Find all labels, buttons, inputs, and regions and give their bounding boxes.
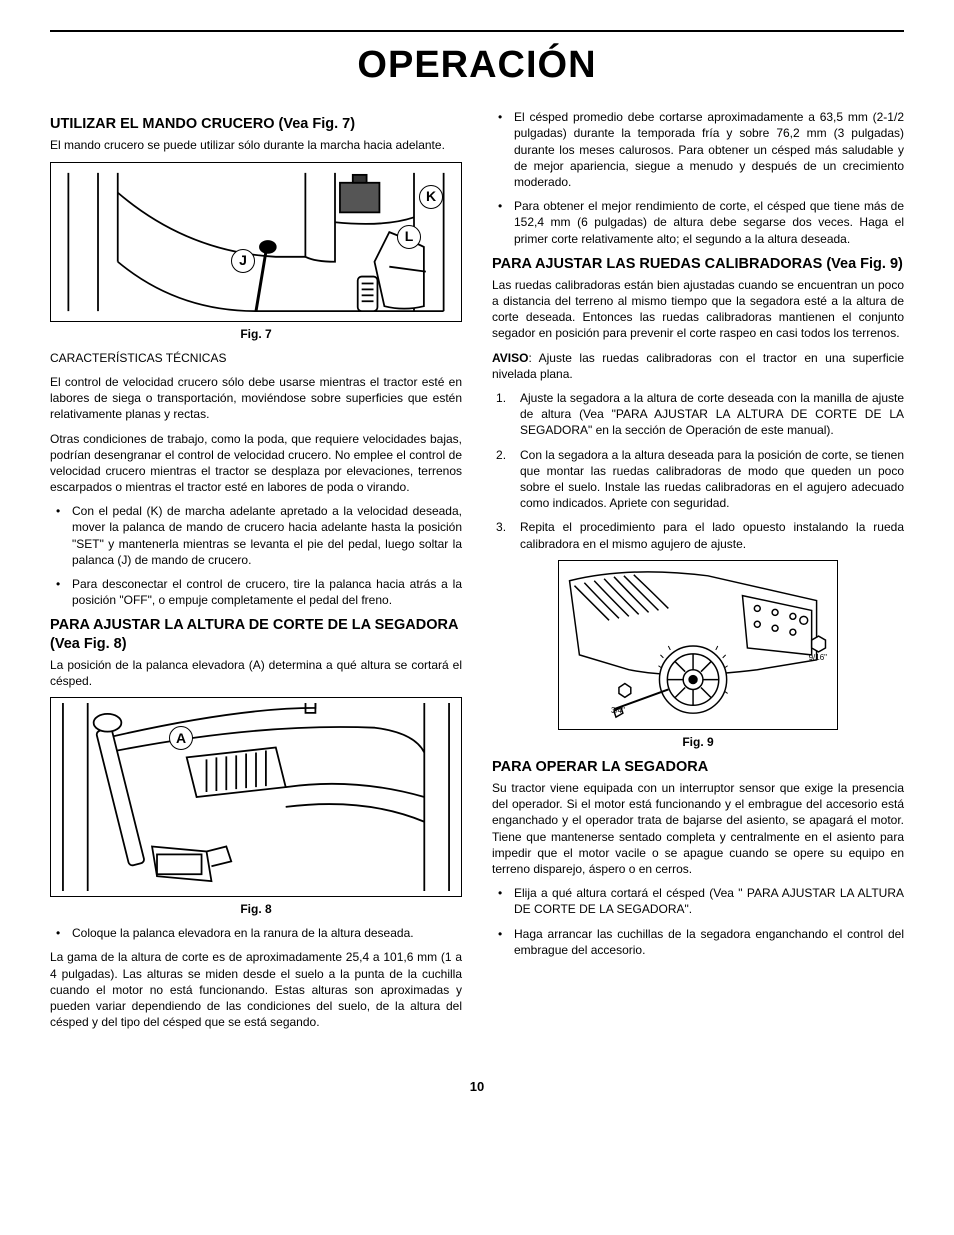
height-p1: La posición de la palanca elevadora (A) … bbox=[50, 657, 462, 689]
callout-k: K bbox=[419, 185, 443, 209]
specs-bullet-1: Con el pedal (K) de marcha adelante apre… bbox=[50, 503, 462, 568]
height-bullets: Coloque la palanca elevadora en la ranur… bbox=[50, 925, 462, 941]
top-divider bbox=[50, 30, 904, 32]
gauge-step-1: Ajuste la segadora a la altura de corte … bbox=[492, 390, 904, 439]
figure-8: A bbox=[50, 697, 462, 897]
right-column: El césped promedio debe cortarse aproxim… bbox=[492, 109, 904, 1038]
figure-9: 3/4" 9/16" bbox=[558, 560, 838, 730]
figure-7: K L J bbox=[50, 162, 462, 322]
top-bullets: El césped promedio debe cortarse aproxim… bbox=[492, 109, 904, 247]
callout-l: L bbox=[397, 225, 421, 249]
gauge-aviso: AVISO: Ajuste las ruedas calibradoras co… bbox=[492, 350, 904, 382]
figure-7-caption: Fig. 7 bbox=[50, 326, 462, 342]
figure-9-svg bbox=[559, 561, 837, 729]
gauge-steps: Ajuste la segadora a la altura de corte … bbox=[492, 390, 904, 552]
height-p2: La gama de la altura de corte es de apro… bbox=[50, 949, 462, 1030]
operate-bullet-1: Elija a qué altura cortará el césped (Ve… bbox=[492, 885, 904, 917]
callout-a: A bbox=[169, 726, 193, 750]
gauge-step-3: Repita el procedimiento para el lado opu… bbox=[492, 519, 904, 551]
heading-gauge: PARA AJUSTAR LAS RUEDAS CALIBRADORAS (Ve… bbox=[492, 255, 904, 273]
gauge-step-2: Con la segadora a la altura deseada para… bbox=[492, 447, 904, 512]
specs-p1: El control de velocidad crucero sólo deb… bbox=[50, 374, 462, 423]
operate-p1: Su tractor viene equipada con un interru… bbox=[492, 780, 904, 877]
top-bullet-1: El césped promedio debe cortarse aproxim… bbox=[492, 109, 904, 190]
cruise-intro: El mando crucero se puede utilizar sólo … bbox=[50, 137, 462, 153]
heading-cruise: UTILIZAR EL MANDO CRUCERO (Vea Fig. 7) bbox=[50, 115, 462, 133]
heading-height: PARA AJUSTAR LA ALTURA DE CORTE DE LA SE… bbox=[50, 616, 462, 652]
specs-bullets: Con el pedal (K) de marcha adelante apre… bbox=[50, 503, 462, 608]
top-bullet-2: Para obtener el mejor rendimiento de cor… bbox=[492, 198, 904, 247]
figure-9-caption: Fig. 9 bbox=[492, 734, 904, 750]
specs-heading: CARACTERÍSTICAS TÉCNICAS bbox=[50, 350, 462, 366]
figure-8-caption: Fig. 8 bbox=[50, 901, 462, 917]
content-columns: UTILIZAR EL MANDO CRUCERO (Vea Fig. 7) E… bbox=[50, 109, 904, 1038]
operate-bullets: Elija a qué altura cortará el césped (Ve… bbox=[492, 885, 904, 958]
callout-j: J bbox=[231, 249, 255, 273]
heading-operate: PARA OPERAR LA SEGADORA bbox=[492, 758, 904, 776]
left-column: UTILIZAR EL MANDO CRUCERO (Vea Fig. 7) E… bbox=[50, 109, 462, 1038]
specs-bullet-2: Para desconectar el control de crucero, … bbox=[50, 576, 462, 608]
figure-8-svg bbox=[51, 698, 461, 896]
fig9-label-9-16: 9/16" bbox=[809, 653, 827, 664]
specs-p2: Otras condiciones de trabajo, como la po… bbox=[50, 431, 462, 496]
aviso-text: : Ajuste las ruedas calibradoras con el … bbox=[492, 351, 904, 381]
fig9-label-3-4: 3/4" bbox=[611, 706, 625, 717]
aviso-label: AVISO bbox=[492, 351, 528, 365]
operate-bullet-2: Haga arrancar las cuchillas de la segado… bbox=[492, 926, 904, 958]
height-bullet-1: Coloque la palanca elevadora en la ranur… bbox=[50, 925, 462, 941]
page-title: OPERACIÓN bbox=[50, 40, 904, 91]
page-number: 10 bbox=[50, 1078, 904, 1096]
gauge-p1: Las ruedas calibradoras están bien ajust… bbox=[492, 277, 904, 342]
